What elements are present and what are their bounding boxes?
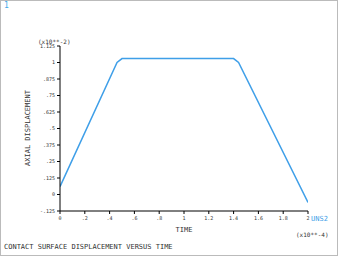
svg-text:.5: .5 bbox=[49, 125, 55, 131]
svg-text:.75: .75 bbox=[46, 92, 55, 98]
svg-text:.6: .6 bbox=[131, 215, 137, 221]
svg-text:.25: .25 bbox=[46, 158, 55, 164]
svg-text:1.4: 1.4 bbox=[229, 215, 238, 221]
svg-text:0: 0 bbox=[58, 215, 61, 221]
svg-text:-.125: -.125 bbox=[40, 208, 55, 214]
svg-text:.2: .2 bbox=[82, 215, 88, 221]
svg-text:.625: .625 bbox=[43, 109, 55, 115]
svg-text:1.8: 1.8 bbox=[279, 215, 288, 221]
svg-text:.8: .8 bbox=[156, 215, 162, 221]
svg-text:.4: .4 bbox=[107, 215, 113, 221]
svg-text:.375: .375 bbox=[43, 142, 55, 148]
svg-text:1: 1 bbox=[52, 59, 55, 65]
svg-text:.125: .125 bbox=[43, 175, 55, 181]
svg-text:.875: .875 bbox=[43, 76, 55, 82]
svg-text:1.2: 1.2 bbox=[204, 215, 213, 221]
svg-text:1: 1 bbox=[182, 215, 185, 221]
svg-text:2: 2 bbox=[306, 215, 309, 221]
svg-text:0: 0 bbox=[52, 191, 55, 197]
svg-text:1.6: 1.6 bbox=[254, 215, 263, 221]
